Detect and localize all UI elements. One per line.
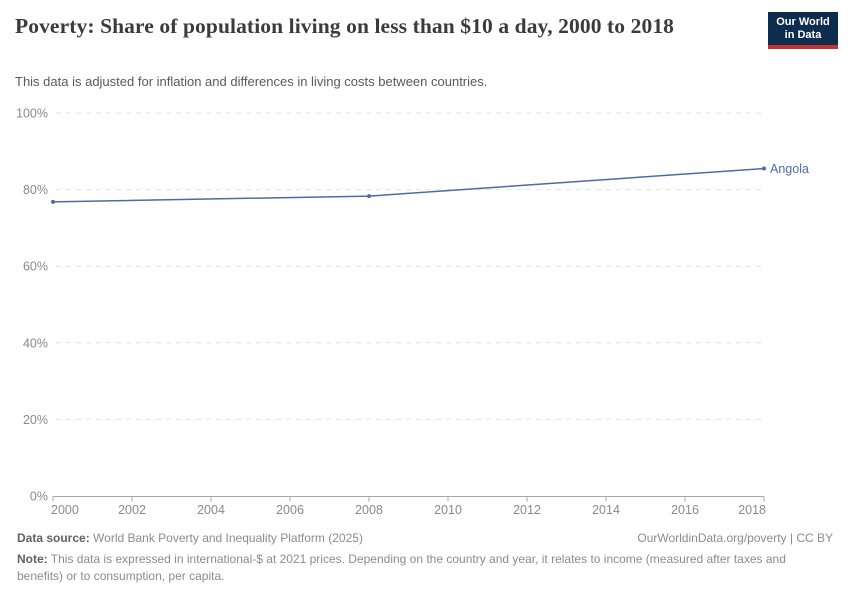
data-point-angola-2008[interactable] <box>367 194 371 199</box>
data-source-label: Data source: <box>17 531 90 545</box>
x-tick-label: 2010 <box>434 503 462 517</box>
note-label: Note: <box>17 552 48 566</box>
chart-footer: Data source: World Bank Poverty and Ineq… <box>17 531 833 585</box>
x-tick-label: 2004 <box>197 503 225 517</box>
logo-text-line2: in Data <box>784 29 822 41</box>
x-tick-label: 2018 <box>738 503 766 517</box>
page-title: Poverty: Share of population living on l… <box>15 14 675 38</box>
y-tick-label: 40% <box>23 336 48 350</box>
y-tick-label: 20% <box>23 413 48 427</box>
chart-note: Note: This data is expressed in internat… <box>17 551 817 585</box>
y-tick-label: 100% <box>16 107 48 121</box>
note-text: This data is expressed in international-… <box>17 552 786 583</box>
x-tick-label: 2016 <box>671 503 699 517</box>
y-tick-label: 0% <box>30 490 48 504</box>
logo-text-line1: Our World <box>776 16 830 28</box>
attribution-link[interactable]: OurWorldinData.org/poverty | CC BY <box>637 531 833 545</box>
data-point-angola-2018[interactable] <box>762 166 766 171</box>
chart-subtitle: This data is adjusted for inflation and … <box>15 74 488 89</box>
data-source-text: World Bank Poverty and Inequality Platfo… <box>89 531 363 545</box>
data-source: Data source: World Bank Poverty and Ineq… <box>17 531 363 545</box>
series-line-angola[interactable] <box>52 167 765 203</box>
y-tick-label: 60% <box>23 260 48 274</box>
x-tick-label: 2012 <box>513 503 541 517</box>
x-tick-label: 2002 <box>118 503 146 517</box>
x-tick-label: 2014 <box>592 503 620 517</box>
series-label-angola[interactable]: Angola <box>770 162 809 176</box>
data-point-angola-2000[interactable] <box>51 199 55 204</box>
chart-canvas: 0% 20% 40% 60% 80% 100% 2000 2002 2004 2006 2008 20… <box>16 107 809 518</box>
owid-logo[interactable]: Our World in Data <box>768 12 838 49</box>
line-chart-area[interactable]: 0% 20% 40% 60% 80% 100% 2000 2002 2004 2006 2008 20… <box>0 100 850 530</box>
y-tick-label: 80% <box>23 183 48 197</box>
x-tick-label: 2008 <box>355 503 383 517</box>
x-tick-label: 2000 <box>51 503 79 517</box>
x-tick-label: 2006 <box>276 503 304 517</box>
